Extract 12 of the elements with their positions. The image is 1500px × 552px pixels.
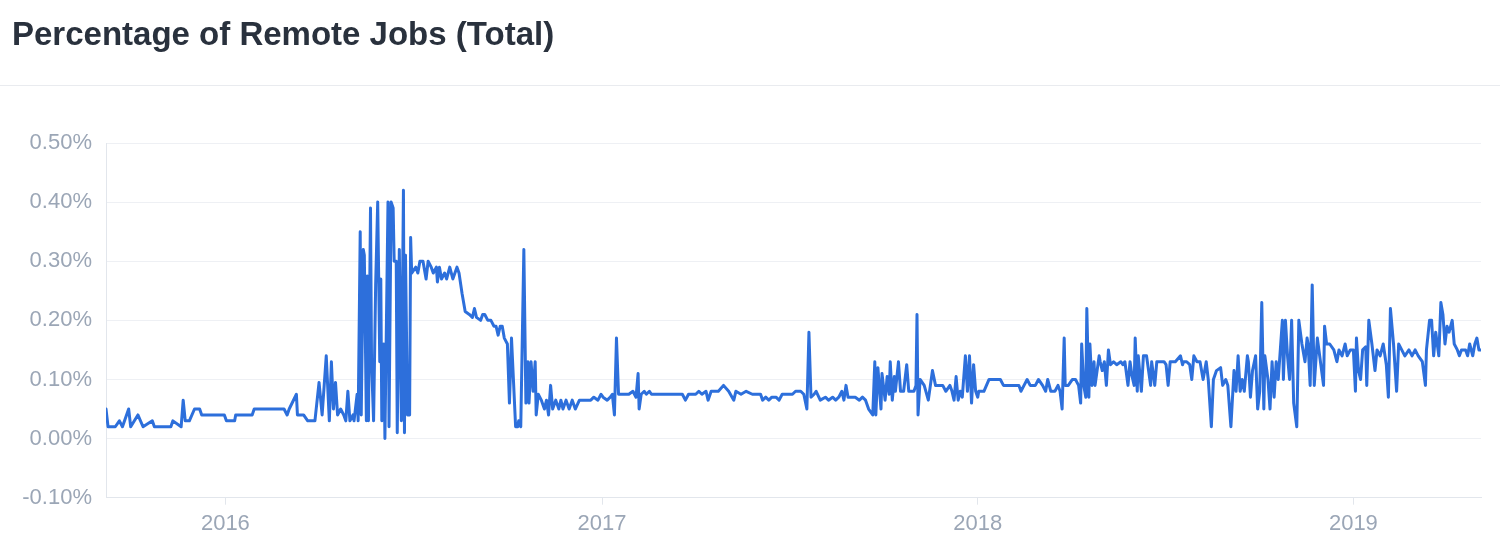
x-tick-label: 2016 bbox=[200, 509, 250, 535]
y-tick-label: 0.50% bbox=[29, 129, 92, 155]
y-tick-label: 0.40% bbox=[29, 188, 92, 214]
y-tick-label: 0.10% bbox=[29, 365, 92, 391]
x-tick-label: 2019 bbox=[1328, 509, 1378, 535]
x-tick-label: 2017 bbox=[577, 509, 627, 535]
x-tick-label: 2018 bbox=[953, 509, 1003, 535]
y-tick-label: 0.00% bbox=[29, 424, 92, 450]
chart-title: Percentage of Remote Jobs (Total) bbox=[12, 15, 555, 53]
y-tick-label: 0.20% bbox=[29, 306, 92, 332]
y-tick-label: 0.30% bbox=[29, 247, 92, 273]
y-tick-label: -0.10% bbox=[22, 483, 92, 509]
